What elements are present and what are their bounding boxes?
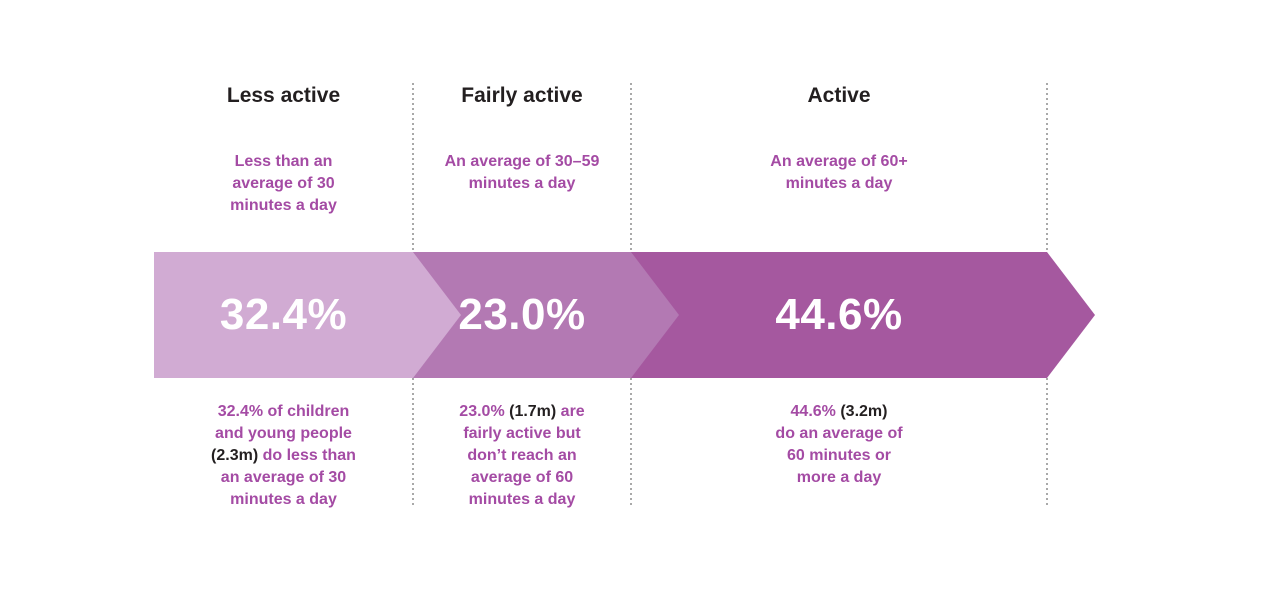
category-description-less-active: 32.4% of children and young people (2.3m) …	[211, 403, 356, 508]
category-header-less-active: Less active	[226, 84, 341, 107]
column-active: Active An average of 60+ minutes a day 4…	[631, 0, 1047, 593]
band-segment-active: 44.6%	[631, 252, 1095, 378]
category-definition-less-active: Less than an average of 30 minutes a day	[230, 153, 337, 214]
band-segment-less-active: 32.4%	[154, 252, 461, 378]
category-description-active: 44.6% (3.2m) do an average of 60 minutes o…	[775, 403, 903, 486]
category-definition-active: An average of 60+ minutes a day	[770, 153, 908, 192]
category-header-fairly-active: Fairly active	[461, 84, 583, 107]
category-definition-fairly-active: An average of 30–59 minutes a day	[444, 153, 600, 192]
column-fairly-active: Fairly active An average of 30–59 minute…	[413, 0, 631, 593]
percent-label-less-active: 32.4%	[219, 290, 348, 339]
percent-label-fairly-active: 23.0%	[458, 290, 586, 339]
band-segment-fairly-active: 23.0%	[413, 252, 679, 378]
percent-label-active: 44.6%	[775, 290, 903, 339]
column-less-active: Less active Less than an average of 30 m…	[154, 0, 413, 593]
category-description-fairly-active: 23.0% (1.7m) are fairly active but don’t r…	[459, 403, 585, 508]
category-header-active: Active	[807, 84, 871, 107]
